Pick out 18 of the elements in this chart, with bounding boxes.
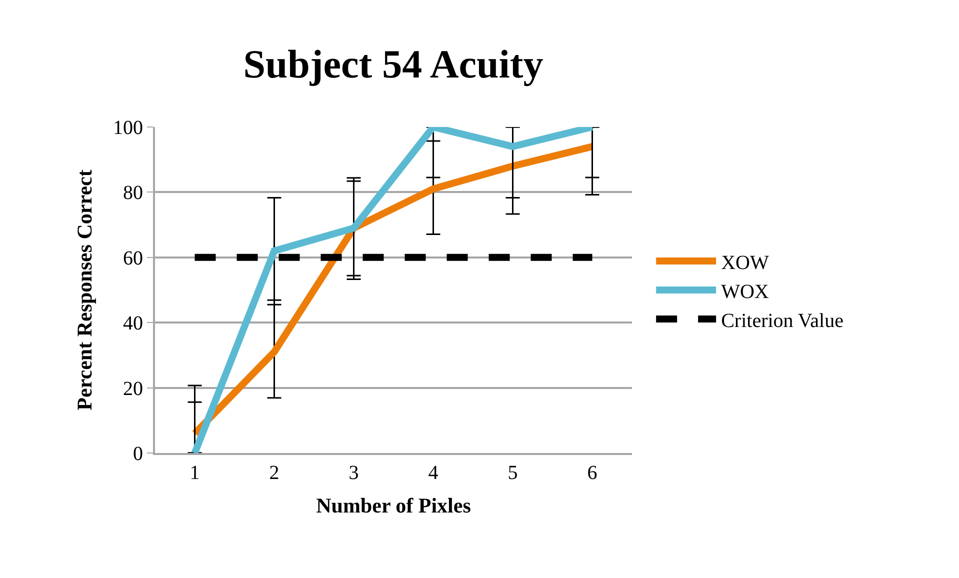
y-tick-label: 20 bbox=[123, 378, 143, 400]
y-tick-label: 0 bbox=[133, 443, 143, 465]
x-tick-label: 3 bbox=[348, 462, 359, 484]
y-tick-label: 60 bbox=[123, 247, 143, 270]
y-tick-label: 80 bbox=[123, 182, 143, 204]
y-tick-label: 40 bbox=[123, 312, 143, 335]
x-tick-label: 2 bbox=[269, 462, 280, 484]
x-tick-label: 1 bbox=[190, 462, 200, 484]
y-axis-title: Percent Responses Correct bbox=[72, 170, 97, 410]
x-axis-title: Number of Pixles bbox=[316, 494, 471, 518]
legend-label: XOW bbox=[721, 252, 769, 274]
x-tick-label: 6 bbox=[587, 462, 598, 484]
legend-label: Criterion Value bbox=[721, 310, 844, 332]
x-tick-label: 4 bbox=[428, 462, 438, 484]
chart-title: Subject 54 Acuity bbox=[243, 42, 544, 87]
y-tick-label: 100 bbox=[113, 117, 143, 139]
legend-label: WOX bbox=[721, 280, 770, 303]
x-tick-label: 5 bbox=[508, 462, 518, 484]
